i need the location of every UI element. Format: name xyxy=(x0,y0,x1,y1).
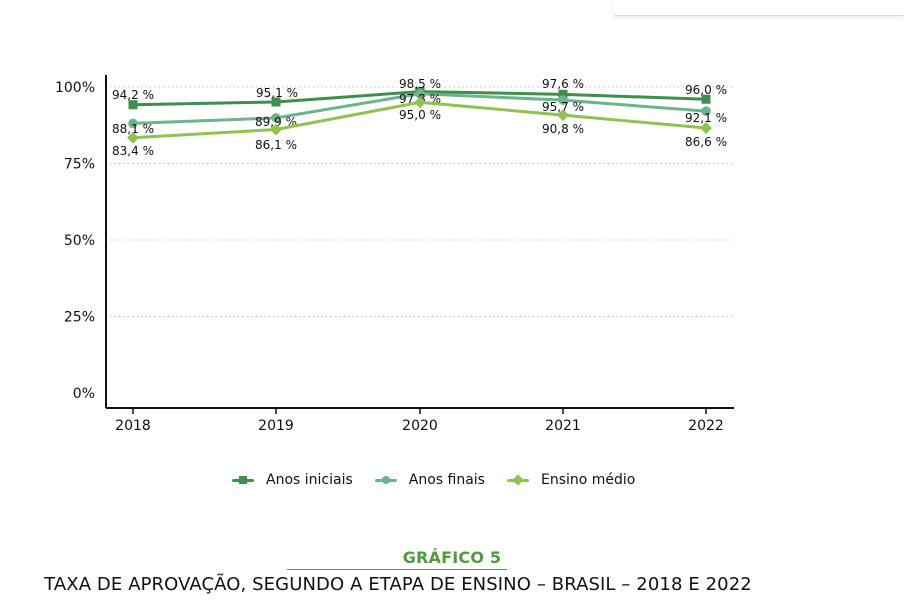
data-label-2-2021: 90,8 % xyxy=(542,122,584,136)
legend-item-ensino-medio: Ensino médio xyxy=(507,472,635,488)
legend-item-anos-finais: Anos finais xyxy=(375,472,485,488)
figure-title: GRÁFICO 5 xyxy=(0,548,904,567)
x-tick-label-2019: 2019 xyxy=(258,418,294,434)
figure-subtitle: TAXA DE APROVAÇÃO, SEGUNDO A ETAPA DE EN… xyxy=(0,574,796,595)
x-tick-label-2022: 2022 xyxy=(688,418,724,434)
y-tick-label-75: 75% xyxy=(64,157,95,173)
legend-label-ensino-medio: Ensino médio xyxy=(541,472,635,488)
y-tick-labels: 0% 25% 50% 75% 100% xyxy=(55,80,95,402)
y-tick-label-50: 50% xyxy=(64,233,95,249)
x-tick-labels: 2018 2019 2020 2021 2022 xyxy=(115,418,724,434)
data-label-2-2022: 86,6 % xyxy=(685,135,727,149)
line-chart: 0% 25% 50% 75% 100% 2018 2019 2020 2021 2022 94,2 … xyxy=(0,0,904,614)
legend-diamond-icon xyxy=(507,474,529,486)
y-tick-label-0: 0% xyxy=(73,386,95,402)
y-tick-label-100: 100% xyxy=(55,80,95,96)
data-label-2-2019: 86,1 % xyxy=(255,138,297,152)
legend-square-icon xyxy=(232,474,254,486)
data-label-2-2020: 95,0 % xyxy=(399,108,441,122)
legend-circle-icon xyxy=(375,474,397,486)
data-label-2-2018: 83,4 % xyxy=(112,144,154,158)
data-label-0-2022: 96,0 % xyxy=(685,83,727,97)
data-label-0-2019: 95,1 % xyxy=(256,86,298,100)
figure-title-underline xyxy=(287,569,507,570)
chart-legend: Anos iniciais Anos finais Ensino médio xyxy=(232,472,657,488)
data-label-0-2020: 98,5 % xyxy=(399,77,441,91)
data-label-0-2018: 94,2 % xyxy=(112,88,154,102)
x-tick-label-2020: 2020 xyxy=(402,418,438,434)
y-tick-label-25: 25% xyxy=(64,310,95,326)
x-tick-label-2021: 2021 xyxy=(545,418,581,434)
x-tick-label-2018: 2018 xyxy=(115,418,151,434)
legend-item-anos-iniciais: Anos iniciais xyxy=(232,472,353,488)
legend-label-anos-iniciais: Anos iniciais xyxy=(266,472,353,488)
legend-label-anos-finais: Anos finais xyxy=(409,472,485,488)
data-label-0-2021: 97,6 % xyxy=(542,77,584,91)
